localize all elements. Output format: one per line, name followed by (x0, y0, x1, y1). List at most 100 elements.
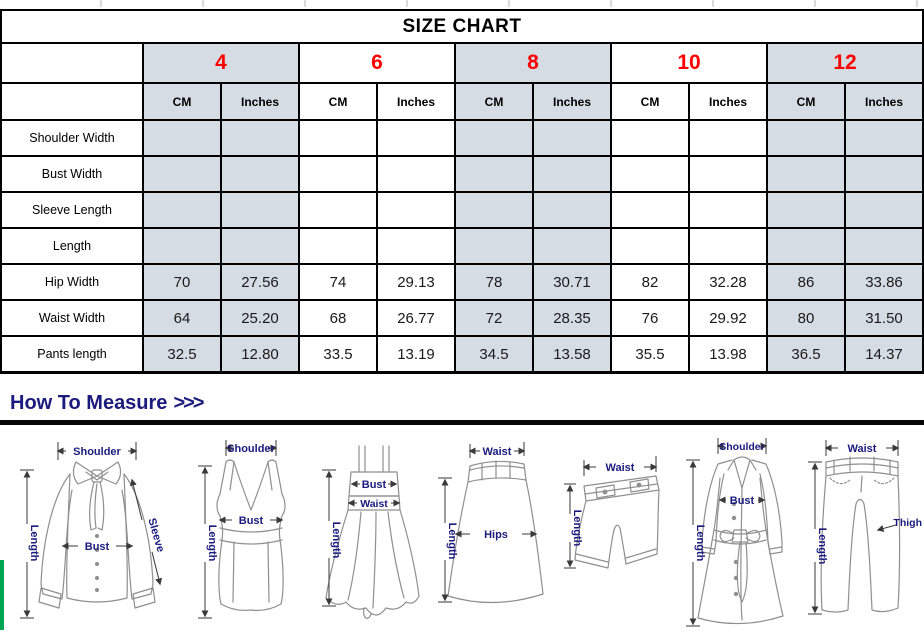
value-cell (844, 227, 922, 263)
value-cell (844, 155, 922, 191)
value-cell (766, 155, 844, 191)
value-cell (532, 155, 610, 191)
value-cell: 31.50 (844, 299, 922, 335)
unit-header: CM (610, 82, 688, 119)
value-cell: 80 (766, 299, 844, 335)
value-cell (220, 155, 298, 191)
value-cell: 33.5 (298, 335, 376, 371)
value-cell (766, 191, 844, 227)
value-cell: 82 (610, 263, 688, 299)
value-cell (454, 191, 532, 227)
value-cell (376, 227, 454, 263)
size-col-header: 6 (298, 42, 454, 82)
value-cell: 13.19 (376, 335, 454, 371)
unit-header: Inches (532, 82, 610, 119)
unit-header: Inches (688, 82, 766, 119)
tank-shoulder-label: Shoulder (227, 443, 275, 455)
value-cell: 74 (298, 263, 376, 299)
value-cell (142, 119, 220, 155)
value-cell (610, 227, 688, 263)
value-cell: 13.58 (532, 335, 610, 371)
value-cell: 27.56 (220, 263, 298, 299)
how-to-measure-text: How To Measure (10, 392, 168, 414)
size-col-header: 4 (142, 42, 298, 82)
unit-header: Inches (220, 82, 298, 119)
value-cell (688, 191, 766, 227)
value-cell: 78 (454, 263, 532, 299)
row-label: Pants length (2, 335, 142, 371)
value-cell (142, 227, 220, 263)
value-cell: 72 (454, 299, 532, 335)
how-to-measure-heading: How To Measure >>> (10, 392, 204, 415)
skirt-length-label: Length (446, 523, 458, 560)
value-cell (844, 119, 922, 155)
value-cell (376, 191, 454, 227)
size-col-header: 12 (766, 42, 922, 82)
value-cell (142, 155, 220, 191)
blouse-bust-label: Bust (85, 541, 110, 553)
corner-cell (2, 42, 142, 82)
row-label: Shoulder Width (2, 119, 142, 155)
section-divider (0, 420, 924, 425)
row-label: Waist Width (2, 299, 142, 335)
shorts-waist-label: Waist (606, 462, 635, 474)
blouse-length-label: Length (28, 525, 40, 562)
value-cell (220, 119, 298, 155)
chevrons-icon: >>> (173, 392, 204, 414)
value-cell: 70 (142, 263, 220, 299)
shorts-length-label: Length (571, 510, 583, 547)
value-cell: 68 (298, 299, 376, 335)
value-cell (610, 119, 688, 155)
skirt-diagram: Waist Length Hips (438, 442, 544, 604)
size-table: SIZE CHART 4 6 8 10 12 CM Inches CM Inch… (0, 9, 924, 374)
size-col-header: 10 (610, 42, 766, 82)
value-cell (532, 227, 610, 263)
coat-shoulder-label: Shoulder (719, 441, 765, 453)
value-cell (532, 191, 610, 227)
value-cell: 29.13 (376, 263, 454, 299)
value-cell: 86 (766, 263, 844, 299)
value-cell (844, 191, 922, 227)
value-cell: 32.28 (688, 263, 766, 299)
coat-length-label: Length (694, 525, 706, 562)
value-cell (376, 155, 454, 191)
value-cell: 76 (610, 299, 688, 335)
value-cell: 13.98 (688, 335, 766, 371)
unit-header: CM (142, 82, 220, 119)
value-cell (766, 227, 844, 263)
tank-top-diagram: Shoulder Length Bust (198, 440, 286, 619)
value-cell: 12.80 (220, 335, 298, 371)
value-cell (376, 119, 454, 155)
value-cell (688, 155, 766, 191)
value-cell (298, 155, 376, 191)
row-label: Length (2, 227, 142, 263)
coat-diagram: Shoulder Length Bust (686, 438, 784, 627)
left-edge-green-strip (0, 560, 4, 630)
cropped-spreadsheet-row (0, 0, 924, 7)
coat-bust-label: Bust (730, 495, 755, 507)
value-cell: 29.92 (688, 299, 766, 335)
value-cell (220, 227, 298, 263)
dress-waist-label: Waist (360, 498, 388, 510)
value-cell (142, 191, 220, 227)
row-label: Hip Width (2, 263, 142, 299)
shorts-diagram: Waist Length (564, 456, 660, 569)
value-cell (688, 227, 766, 263)
value-cell: 30.71 (532, 263, 610, 299)
value-cell: 32.5 (142, 335, 220, 371)
value-cell: 25.20 (220, 299, 298, 335)
tank-bust-label: Bust (239, 515, 264, 527)
unit-header: CM (298, 82, 376, 119)
value-cell (454, 227, 532, 263)
value-cell: 33.86 (844, 263, 922, 299)
value-cell (610, 155, 688, 191)
pants-waist-label: Waist (848, 443, 877, 455)
value-cell (766, 119, 844, 155)
skirt-hips-label: Hips (484, 529, 508, 541)
value-cell (688, 119, 766, 155)
value-cell (532, 119, 610, 155)
page-title: SIZE CHART (402, 15, 522, 37)
value-cell: 64 (142, 299, 220, 335)
tank-length-label: Length (206, 525, 218, 562)
